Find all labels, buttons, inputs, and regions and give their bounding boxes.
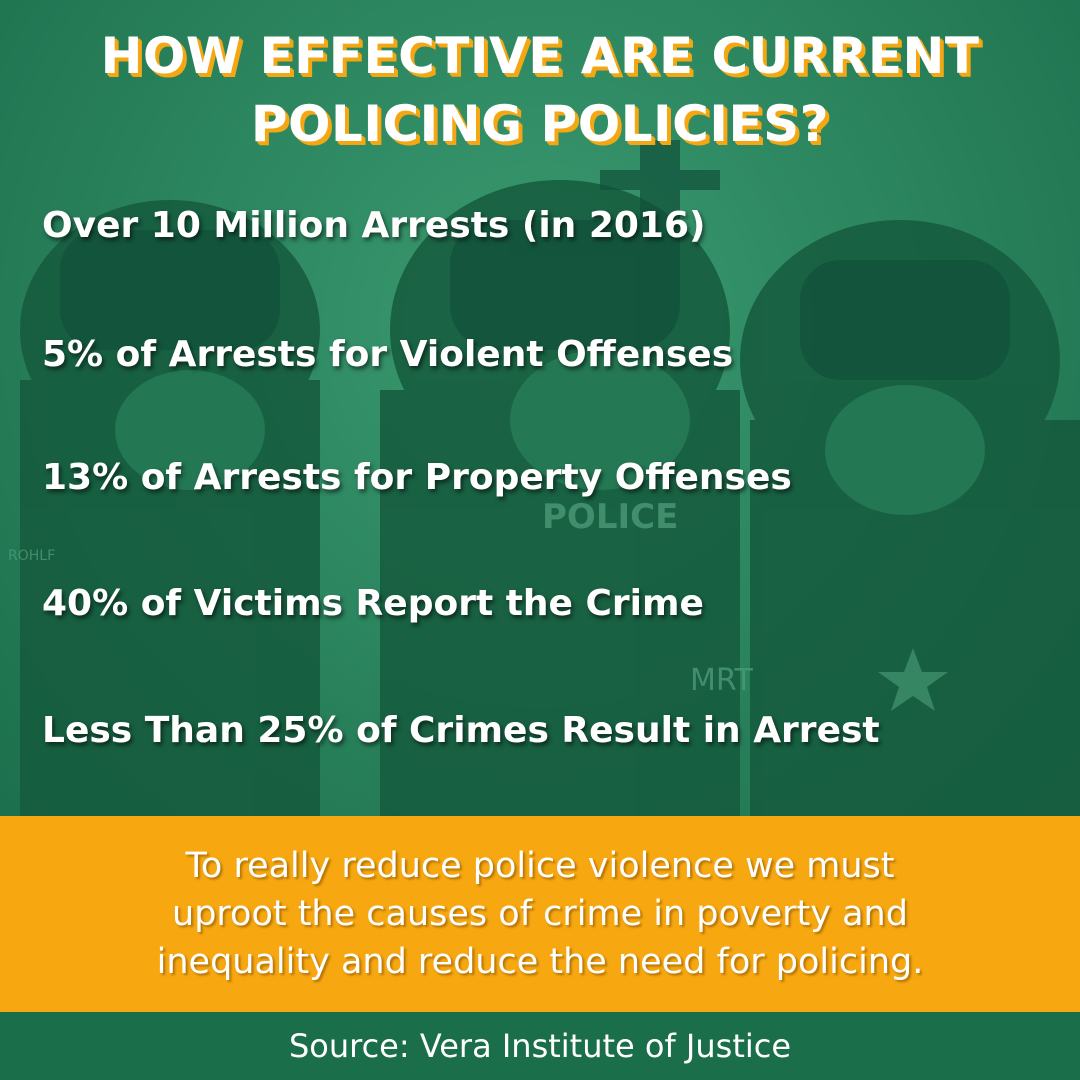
stat-victims-report: 40% of Victims Report the Crime: [42, 583, 704, 624]
title-line-1: HOW EFFECTIVE ARE CURRENT: [100, 27, 980, 85]
callout-banner: To really reduce police violence we must…: [0, 816, 1080, 1012]
stat-crimes-result-in-arrest: Less Than 25% of Crimes Result in Arrest: [42, 710, 880, 751]
callout-text: To really reduce police violence we must…: [40, 842, 1040, 986]
background-police-label: POLICE: [542, 497, 678, 537]
callout-line-1: To really reduce police violence we must: [185, 846, 895, 886]
title-line-2: POLICING POLICIES?: [250, 95, 830, 153]
stat-violent-offenses: 5% of Arrests for Violent Offenses: [42, 334, 734, 375]
background-vest-label: MRT: [690, 663, 754, 698]
background-badge-star-icon: [878, 648, 948, 711]
source-citation: Source: Vera Institute of Justice: [288, 1027, 792, 1065]
stat-property-offenses: 13% of Arrests for Property Offenses: [42, 457, 792, 498]
source-footer: Source: Vera Institute of Justice: [0, 1012, 1080, 1080]
background-shoulder-label: ROHLF: [8, 548, 55, 564]
stat-arrests-total: Over 10 Million Arrests (in 2016): [42, 205, 706, 246]
callout-line-2: uproot the causes of crime in poverty an…: [172, 894, 908, 934]
callout-line-3: inequality and reduce the need for polic…: [156, 942, 924, 982]
page-title: HOW EFFECTIVE ARE CURRENT POLICING POLIC…: [0, 22, 1080, 158]
